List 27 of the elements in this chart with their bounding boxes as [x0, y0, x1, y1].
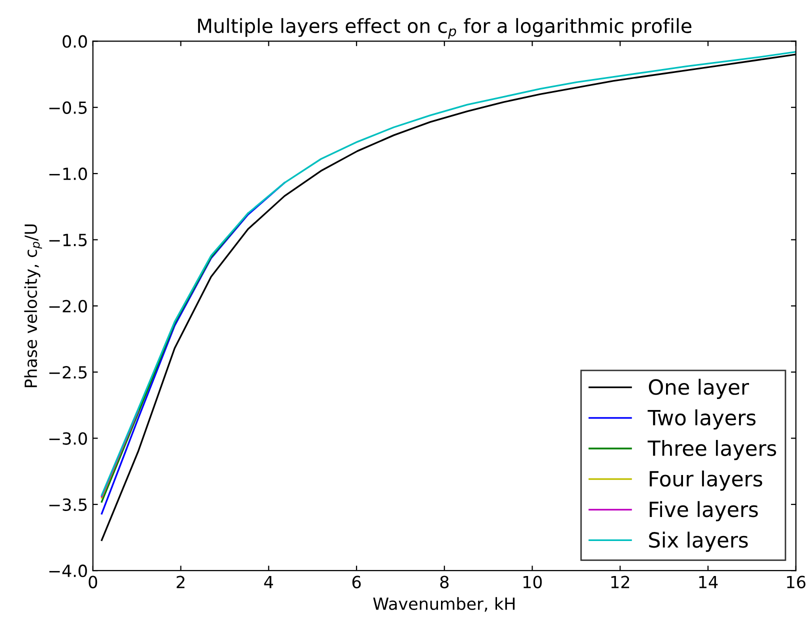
y-tick-label: −3.5	[49, 498, 87, 511]
x-tick-label: 2	[176, 576, 184, 588]
legend-label: Four layers	[650, 470, 762, 491]
y-tick-label: −4.0	[49, 564, 87, 578]
y-tick-label: −2.5	[49, 366, 87, 379]
x-tick-label: 0	[88, 576, 98, 588]
legend-label: Three layers	[648, 440, 776, 460]
y-tick-label: −0.5	[49, 101, 87, 114]
legend-label: Five layers	[650, 501, 758, 522]
x-tick-label: 4	[264, 576, 274, 588]
y-tick-label: −3.0	[49, 432, 87, 445]
x-tick-label: 8	[440, 576, 449, 588]
y-axis-title: Phase velocity, c$_{p}$/U	[24, 224, 42, 388]
y-tick-label: 0.0	[62, 35, 87, 48]
y-tick-label: −1.5	[49, 234, 87, 246]
x-axis-title: Wavenumber, kH	[373, 597, 515, 612]
x-tick-label: 10	[523, 576, 542, 588]
legend-label: Six layers	[649, 532, 748, 552]
x-tick-label: 12	[611, 576, 630, 588]
x-tick-label: 14	[699, 576, 718, 588]
legend-label: One layer	[648, 378, 750, 399]
chart-title: Multiple layers effect on c$_{p}$ for a logarithmic profile	[198, 18, 692, 39]
legend-label: Two layers	[648, 409, 756, 430]
x-tick-label: 16	[787, 576, 806, 588]
x-tick-label: 6	[352, 576, 361, 588]
y-tick-label: −2.0	[49, 300, 87, 312]
y-tick-label: −1.0	[49, 168, 87, 180]
